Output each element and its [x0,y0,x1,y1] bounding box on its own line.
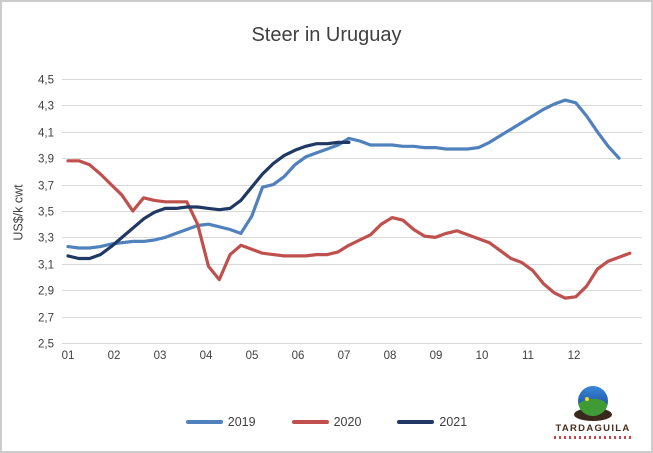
legend-swatch-2019 [185,420,223,424]
series-line-2020 [66,159,632,300]
y-tick-label: 2,5 [38,339,54,351]
y-tick-label: 3,1 [38,260,54,272]
x-tick-label: 10 [476,350,489,362]
globe-icon [572,386,614,422]
plot-gridlines [62,79,642,344]
x-tick-label: 09 [430,350,443,362]
legend-item-2021: 2021 [397,415,467,429]
y-tick-label: 4,1 [38,128,54,140]
legend-item-2020: 2020 [291,415,362,429]
legend-label-2020: 2020 [333,415,362,429]
y-tick-label: 3,3 [38,233,54,245]
x-tick-label: 12 [568,350,581,362]
logo: TARDAGUILA [543,386,643,439]
x-tick-label: 03 [154,350,167,362]
legend-item-2019: 2019 [185,415,256,429]
legend-label-2021: 2021 [439,415,468,429]
y-tick-label: 2,7 [38,313,54,325]
legend-swatch-2020 [291,420,329,424]
y-tick-label: 2,9 [38,286,54,298]
x-tick-label: 11 [522,350,534,362]
x-tick-label: 07 [338,350,351,362]
legend-label-2019: 2019 [227,415,256,429]
x-tick-label: 02 [108,350,121,362]
y-tick-label: 3,9 [38,154,54,166]
y-axis-labels: 4,5 4,3 4,1 3,9 3,7 3,5 3,3 3,1 2,9 2,7 2,5 [38,75,54,351]
x-tick-label: 04 [200,350,213,362]
logo-text: TARDAGUILA [555,423,631,434]
legend-swatch-2021 [397,420,435,424]
logo-subtext-marks [554,436,632,439]
y-tick-label: 3,5 [38,207,54,219]
y-tick-label: 4,5 [38,75,54,87]
x-tick-label: 06 [292,350,305,362]
series-line-2021 [66,140,351,261]
series-line-2019 [66,98,621,250]
chart-title: Steer in Uruguay [251,24,402,46]
chart-legend: 2019 2020 2021 [2,415,651,429]
y-tick-label: 4,3 [38,101,54,113]
x-tick-label: 08 [384,350,397,362]
x-tick-label: 01 [62,350,75,362]
x-tick-label: 05 [246,350,259,362]
y-tick-label: 3,7 [38,181,54,193]
x-axis-labels: 01 02 03 04 05 06 07 08 09 10 11 12 [62,350,581,362]
